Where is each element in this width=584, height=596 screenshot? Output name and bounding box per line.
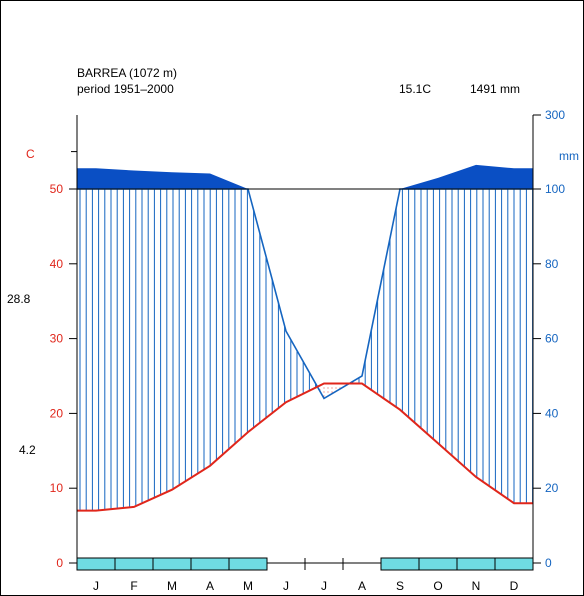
temp-tick-label: 40 bbox=[50, 257, 64, 271]
temp-tick-label: 30 bbox=[50, 332, 64, 346]
abs-max-temp-label: 28.8 bbox=[7, 292, 31, 306]
precip-tick-label: 0 bbox=[545, 556, 552, 570]
abs-min-temp-label: 4.2 bbox=[19, 443, 36, 457]
annual-mean-temp: 15.1C bbox=[399, 82, 431, 96]
precip-tick-label: 60 bbox=[545, 332, 559, 346]
month-label: M bbox=[243, 579, 253, 593]
month-label: O bbox=[433, 579, 442, 593]
month-label: J bbox=[283, 579, 289, 593]
frost-month-box bbox=[76, 557, 116, 571]
month-label: A bbox=[206, 579, 214, 593]
month-label: A bbox=[358, 579, 366, 593]
month-label: J bbox=[321, 579, 327, 593]
frost-month-box bbox=[494, 557, 534, 571]
temp-tick-label: 50 bbox=[50, 182, 64, 196]
month-label: J bbox=[93, 579, 99, 593]
temp-tick-label: 10 bbox=[50, 481, 64, 495]
period-label: period 1951–2000 bbox=[77, 82, 174, 96]
perhumid-area bbox=[77, 164, 533, 189]
frost-month-box bbox=[418, 557, 458, 571]
frost-month-box bbox=[114, 557, 154, 571]
temp-tick-label: 0 bbox=[56, 556, 63, 570]
frost-month-box bbox=[380, 557, 420, 571]
month-label: D bbox=[510, 579, 519, 593]
temperature-line bbox=[77, 382, 533, 512]
month-label: N bbox=[472, 579, 481, 593]
frost-month-box bbox=[456, 557, 496, 571]
station-name: BARREA (1072 m) bbox=[77, 66, 177, 80]
precip-axis-label: mm bbox=[559, 149, 579, 163]
temp-axis-label: C bbox=[26, 147, 35, 161]
precip-tick-label: 80 bbox=[545, 257, 559, 271]
perhumid-area-layer bbox=[77, 164, 533, 189]
precip-tick-label: 20 bbox=[545, 481, 559, 495]
frost-month-box bbox=[152, 557, 192, 571]
text-layer: BARREA (1072 m) period 1951–2000 15.1C 1… bbox=[7, 66, 579, 457]
precip-tick-label: 100 bbox=[545, 182, 565, 196]
frost-bar-layer bbox=[76, 557, 534, 571]
precip-tick-label: 300 bbox=[545, 108, 565, 122]
humid-hatch-layer bbox=[79, 189, 534, 511]
frost-month-box bbox=[228, 557, 268, 571]
month-label: M bbox=[167, 579, 177, 593]
temp-tick-label: 20 bbox=[50, 406, 64, 420]
month-label: S bbox=[396, 579, 404, 593]
precip-tick-label: 40 bbox=[545, 406, 559, 420]
month-label: F bbox=[130, 579, 137, 593]
annual-precip: 1491 mm bbox=[470, 82, 520, 96]
frost-month-box bbox=[190, 557, 230, 571]
